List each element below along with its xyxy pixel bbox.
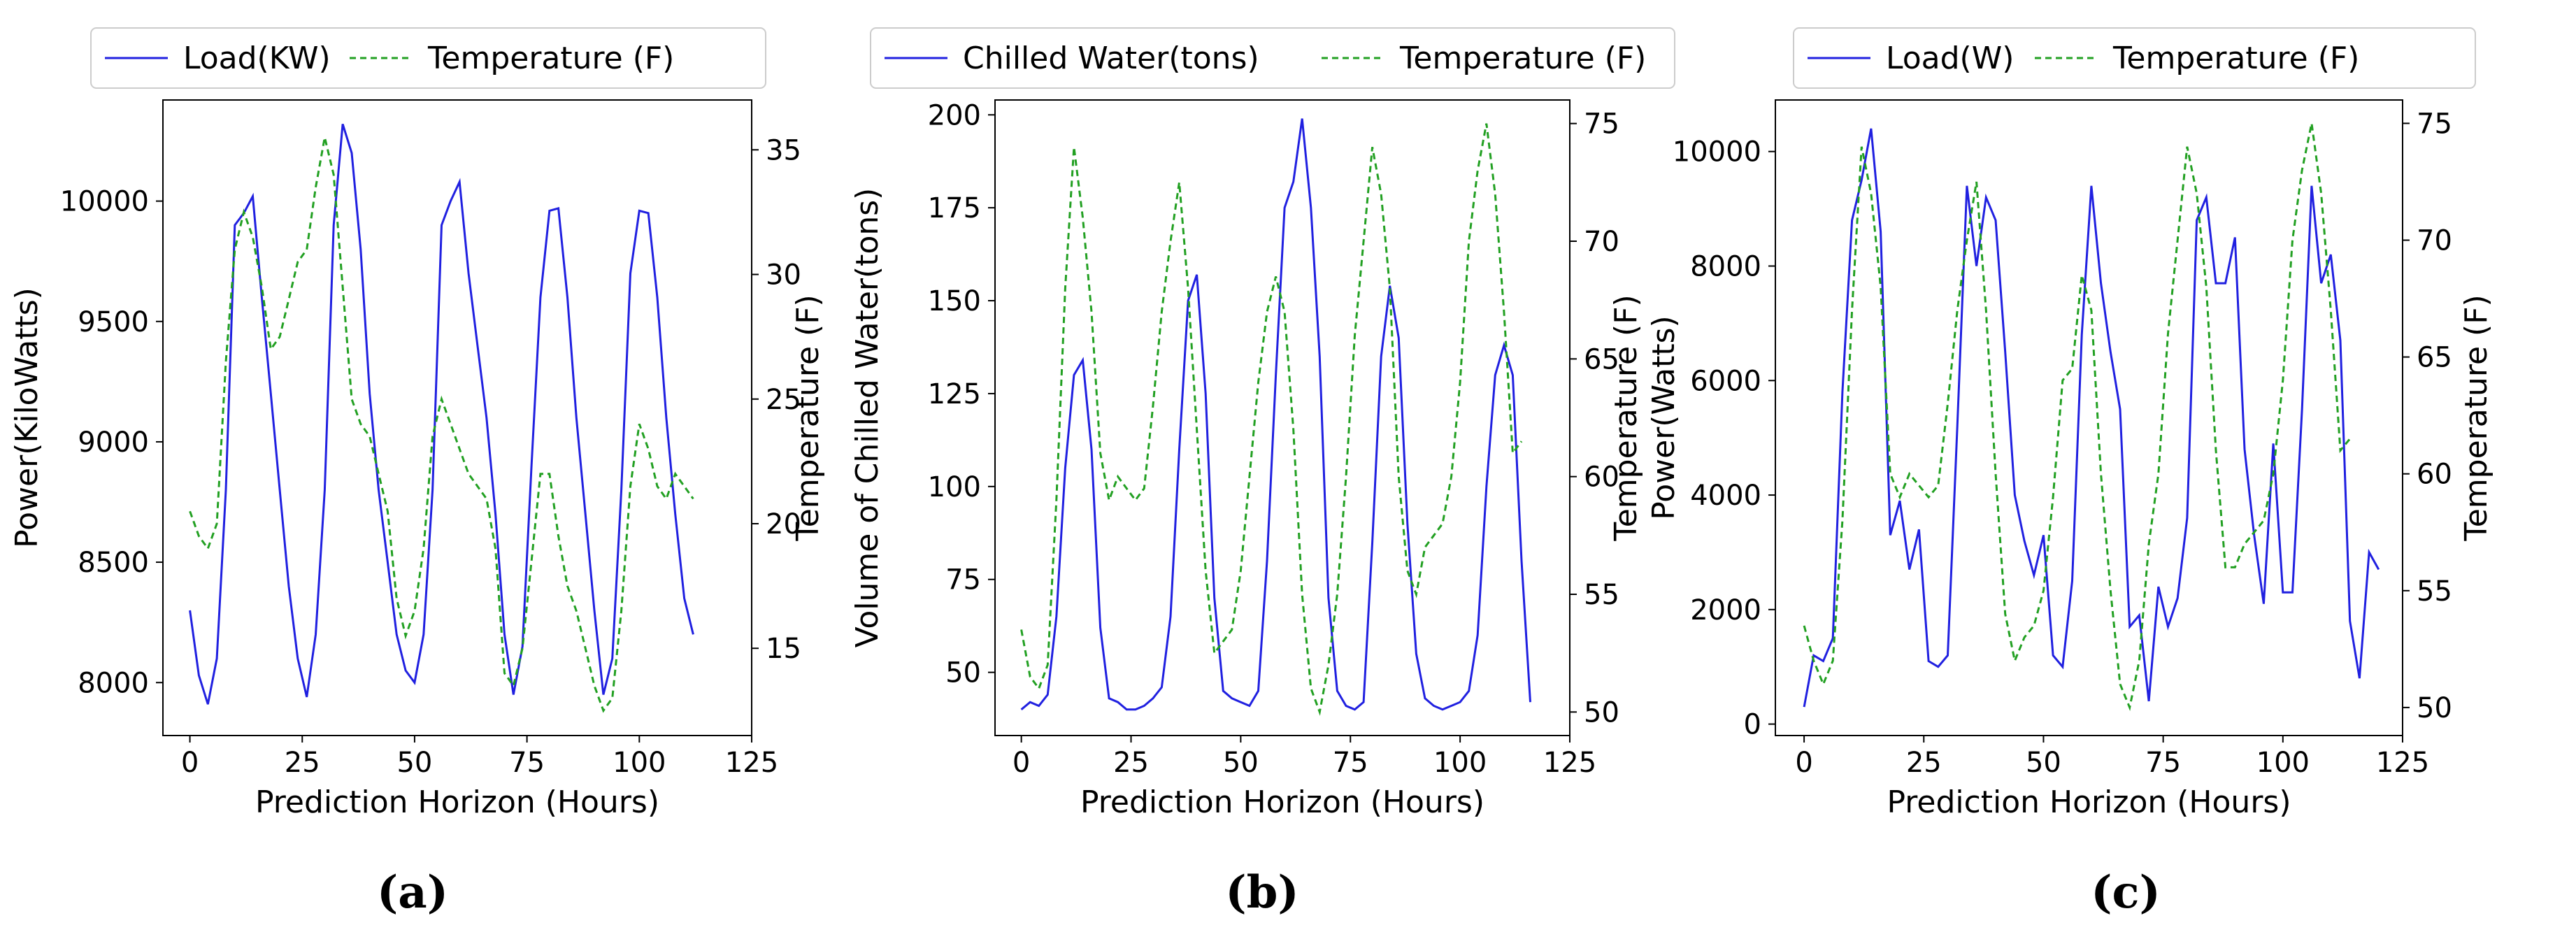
legend-label: Temperature (F): [2112, 41, 2359, 76]
x-tick-label: 0: [181, 747, 199, 779]
y2-tick-label: 35: [766, 134, 801, 166]
x-tick-label: 25: [285, 747, 320, 779]
x-tick-label: 100: [613, 747, 666, 779]
x-tick-label: 75: [509, 747, 545, 779]
series-line-temperature: [189, 137, 694, 713]
legend-box: [1793, 27, 2476, 89]
x-axis-label: Prediction Horizon (Hours): [1887, 784, 2291, 820]
y2-tick-label: 50: [1584, 696, 1619, 729]
x-tick-label: 50: [2026, 747, 2061, 779]
legend-label: Chilled Water(tons): [963, 41, 1259, 76]
y2-tick-label: 70: [1584, 226, 1619, 258]
y2-axis-label: Temperature (F): [790, 294, 826, 541]
y-tick-label: 4000: [1690, 480, 1761, 512]
y-tick-label: 10000: [60, 186, 149, 218]
y2-tick-label: 30: [766, 259, 801, 292]
plot-frame: [1775, 99, 2403, 736]
y2-tick-label: 55: [2417, 575, 2452, 608]
x-tick-label: 0: [1795, 747, 1812, 779]
y2-tick-label: 55: [1584, 579, 1619, 611]
x-tick-label: 50: [396, 747, 432, 779]
y2-tick-label: 70: [2417, 225, 2452, 257]
x-tick-label: 75: [1333, 747, 1368, 779]
x-tick-label: 125: [725, 747, 778, 779]
panel-caption: (a): [377, 866, 448, 919]
y2-tick-label: 60: [1584, 461, 1619, 494]
y-axis-label: Power(KiloWatts): [9, 287, 45, 548]
legend-label: Temperature (F): [1399, 41, 1646, 76]
y2-tick-label: 50: [2417, 692, 2452, 724]
y-tick-label: 125: [928, 378, 981, 410]
y2-tick-label: 15: [766, 633, 801, 665]
y-tick-label: 8500: [78, 547, 149, 579]
y2-tick-label: 65: [2417, 342, 2452, 374]
y-tick-label: 9500: [78, 306, 149, 338]
x-tick-label: 125: [2376, 747, 2429, 779]
y-tick-label: 8000: [78, 667, 149, 699]
chart-panel-a: 0 25 50 75 100 125 8000 8500 9000 9500 10000 15 20 25…: [9, 27, 826, 919]
y-tick-label: 175: [928, 192, 981, 224]
series-line-temperature: [1803, 123, 2351, 712]
x-tick-label: 0: [1012, 747, 1030, 779]
legend-label: Load(W): [1886, 41, 2014, 76]
x-tick-label: 75: [2145, 747, 2181, 779]
y-tick-label: 9000: [78, 427, 149, 459]
y-tick-label: 50: [945, 657, 981, 689]
y-tick-label: 150: [928, 285, 981, 317]
y-tick-label: 100: [928, 471, 981, 503]
legend-label: Temperature (F): [427, 41, 674, 76]
x-tick-label: 25: [1906, 747, 1942, 779]
legend-box: [90, 27, 766, 89]
panel-caption: (c): [2091, 866, 2161, 919]
series-line-primary: [1020, 118, 1531, 711]
y-axis-label: Power(Watts): [1646, 315, 1682, 519]
x-tick-label: 100: [1433, 747, 1487, 779]
chart-panel-c: 0 25 50 75 100 125 0 2000 4000 6000 8000 10000 50 55 6…: [1646, 27, 2494, 919]
plot-frame: [994, 99, 1570, 736]
series-line-primary: [1803, 128, 2380, 708]
y-tick-label: 75: [945, 564, 981, 596]
y2-tick-label: 75: [1584, 108, 1619, 141]
plot-frame: [162, 99, 752, 736]
x-axis-label: Prediction Horizon (Hours): [255, 784, 659, 820]
legend-label: Load(KW): [183, 41, 331, 76]
y2-tick-label: 60: [2417, 459, 2452, 491]
x-tick-label: 25: [1113, 747, 1149, 779]
y-tick-label: 200: [928, 99, 981, 131]
legend-box: [870, 27, 1675, 89]
x-tick-label: 50: [1223, 747, 1259, 779]
y2-tick-label: 75: [2417, 108, 2452, 140]
y2-axis-label: Temperature (F): [2459, 294, 2494, 541]
chart-panel-b: 0 25 50 75 100 125 50 75 100 125 150 175 200 50 55 60 65…: [850, 27, 1675, 919]
series-line-primary: [189, 123, 694, 705]
panel-caption: (b): [1225, 866, 1298, 919]
x-tick-label: 125: [1543, 747, 1596, 779]
y2-tick-label: 25: [766, 384, 801, 416]
y-axis-label: Volume of Chilled Water(tons): [850, 188, 885, 648]
x-axis-label: Prediction Horizon (Hours): [1080, 784, 1484, 820]
y-tick-label: 2000: [1690, 594, 1761, 626]
y-tick-label: 0: [1744, 709, 1761, 741]
y2-tick-label: 65: [1584, 343, 1619, 375]
series-line-temperature: [1020, 123, 1523, 716]
y2-axis-label: Temperature (F): [1608, 294, 1644, 541]
x-tick-label: 100: [2256, 747, 2310, 779]
y-tick-label: 6000: [1690, 365, 1761, 397]
y2-tick-label: 20: [766, 508, 801, 540]
y-tick-label: 10000: [1673, 136, 1761, 169]
y-tick-label: 8000: [1690, 250, 1761, 282]
